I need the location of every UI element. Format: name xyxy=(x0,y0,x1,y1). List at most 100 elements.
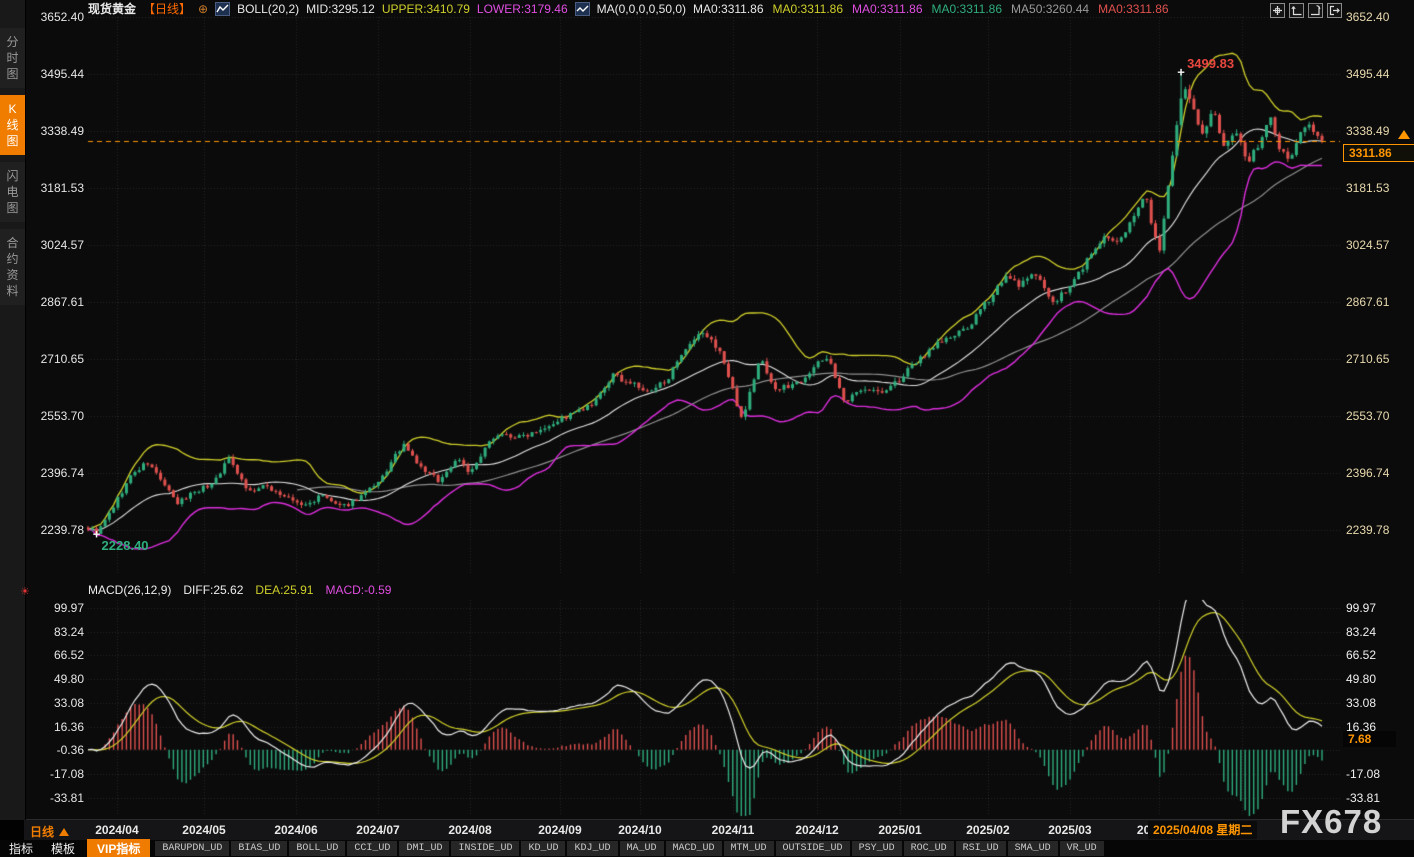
xtick-2025/02: 2025/02 xyxy=(966,823,1010,837)
circle-plus-icon[interactable]: ⊕ xyxy=(198,1,209,16)
toolbar-item-kdj_ud[interactable]: KDJ_UD xyxy=(567,841,618,856)
macd-header: MACD(26,12,9) DIFF:25.62 DEA:25.91 MACD:… xyxy=(88,583,391,597)
macd-ytick-left-4: 33.08 xyxy=(53,695,84,710)
main-ytick-left-3: 3181.53 xyxy=(40,181,84,195)
toolbar-item-bias_ud[interactable]: BIAS_UD xyxy=(231,841,288,856)
toolbar-item-macd_ud[interactable]: MACD_UD xyxy=(665,841,722,856)
pan-move-icon[interactable] xyxy=(1270,3,1285,18)
xtick-2024/10: 2024/10 xyxy=(618,823,662,837)
main-ytick-right-3: 3181.53 xyxy=(1346,181,1390,195)
ma-value-6: MA0:3311.86 xyxy=(1098,1,1169,16)
macd-title: MACD(26,12,9) xyxy=(88,583,172,597)
main-ytick-right-5: 2867.61 xyxy=(1346,295,1390,309)
macd-ytick-right-8: -33.81 xyxy=(1346,790,1381,805)
toolbar-item-vr_ud[interactable]: VR_UD xyxy=(1059,841,1104,856)
main-ytick-right-9: 2239.78 xyxy=(1346,523,1390,537)
toolbar-item-roc_ud[interactable]: ROC_UD xyxy=(903,841,954,856)
xaxis-corner xyxy=(0,820,24,841)
main-ytick-left-2: 3338.49 xyxy=(40,124,84,138)
macd-diff-value: DIFF:25.62 xyxy=(183,583,244,597)
toolbar-item-barupdn_ud[interactable]: BARUPDN_UD xyxy=(155,841,230,856)
toolbar-item-inside_ud[interactable]: INSIDE_UD xyxy=(451,841,520,856)
macd-current-badge: 7.68 xyxy=(1343,730,1396,747)
last-price-box: 3311.86 xyxy=(1343,143,1414,162)
main-ytick-right-4: 3024.57 xyxy=(1346,238,1390,252)
main-ytick-left-9: 2239.78 xyxy=(40,523,84,537)
toolbar-item-dmi_ud[interactable]: DMI_UD xyxy=(399,841,450,856)
toolbar-item-cci_ud[interactable]: CCI_UD xyxy=(347,841,398,856)
main-ytick-right-8: 2396.74 xyxy=(1346,466,1390,480)
xtick-2024/07: 2024/07 xyxy=(356,823,400,837)
macd-ytick-right-5: 16.36 xyxy=(1346,719,1377,734)
axis-zoom-left-icon[interactable] xyxy=(1289,3,1304,18)
boll-indicator-icon[interactable] xyxy=(215,1,231,16)
macd-ytick-left-7: -17.08 xyxy=(49,766,84,781)
macd-macd-value: MACD:-0.59 xyxy=(325,583,392,597)
sidebar-tab-3[interactable]: 闪电图 xyxy=(0,162,25,222)
macd-ytick-left-5: 16.36 xyxy=(53,719,84,734)
toolbar-item-vip指标[interactable]: VIP指标 xyxy=(87,839,151,857)
xtick-2024/11: 2024/11 xyxy=(711,823,755,837)
toolbar-item-ma_ud[interactable]: MA_UD xyxy=(619,841,664,856)
main-ytick-left-4: 3024.57 xyxy=(40,238,84,252)
main-ytick-left-6: 2710.65 xyxy=(40,352,84,366)
xtick-2024/06: 2024/06 xyxy=(274,823,318,837)
exit-chart-icon[interactable] xyxy=(1327,3,1342,18)
ma-value-2: MA0:3311.86 xyxy=(772,1,844,16)
ma-value-3: MA0:3311.86 xyxy=(852,1,923,16)
toolbar-item-psy_ud[interactable]: PSY_UD xyxy=(851,841,902,856)
period-tag[interactable]: 【日线】 xyxy=(143,2,192,16)
main-ytick-right-1: 3495.44 xyxy=(1346,67,1390,81)
date-tooltip: 2025/04/08 星期二 xyxy=(1148,821,1258,839)
sidebar-tab-1[interactable]: 分时图 xyxy=(0,28,25,88)
macd-ytick-left-8: -33.81 xyxy=(49,790,84,805)
toolbar-item-mtm_ud[interactable]: MTM_UD xyxy=(723,841,774,856)
toolbar-item-模板[interactable]: 模板 xyxy=(51,842,76,856)
xtick-2024/09: 2024/09 xyxy=(538,823,582,837)
macd-ytick-left-3: 49.80 xyxy=(53,672,84,687)
macd-ytick-left-1: 83.24 xyxy=(53,624,84,639)
macd-ytick-left-0: 99.97 xyxy=(53,601,84,615)
ma-title: MA(0,0,0,0,50,0) xyxy=(596,1,687,16)
xtick-2024/04: 2024/04 xyxy=(95,823,139,837)
main-ytick-left-1: 3495.44 xyxy=(40,67,84,81)
main-ytick-right-2: 3338.49 xyxy=(1346,124,1390,138)
sidebar-tab-4[interactable]: 合约资料 xyxy=(0,229,25,305)
xaxis-row: 日线 2024/04 2024/05 2024/06 2024/07 2024/08 20… xyxy=(0,819,1414,841)
low-cross-marker: + xyxy=(92,526,101,542)
boll-lower-value: LOWER:3179.46 xyxy=(476,1,568,16)
main-ytick-left-5: 2867.61 xyxy=(40,295,84,309)
main-ytick-right-7: 2553.70 xyxy=(1346,409,1390,423)
toolbar-item-kd_ud[interactable]: KD_UD xyxy=(521,841,566,856)
red-sun-icon[interactable]: ☀ xyxy=(20,586,30,598)
macd-ytick-right-0: 99.97 xyxy=(1346,601,1377,615)
main-ytick-left-7: 2553.70 xyxy=(40,409,84,423)
toolbar-item-指标[interactable]: 指标 xyxy=(9,842,34,856)
main-ytick-right-0: 3652.40 xyxy=(1346,10,1390,24)
low-price-label: 2228.40 xyxy=(101,538,149,554)
chart-toolbar-icons xyxy=(1270,3,1342,18)
high-cross-marker: + xyxy=(1177,64,1185,80)
toolbar-item-boll_ud[interactable]: BOLL_UD xyxy=(289,841,346,856)
high-price-label: 3499.83 xyxy=(1187,56,1235,72)
boll-mid-value: MID:3295.12 xyxy=(306,1,375,16)
xtick-2024/05: 2024/05 xyxy=(182,823,226,837)
toolbar-item-outside_ud[interactable]: OUTSIDE_UD xyxy=(775,841,850,856)
macd-ytick-right-4: 33.08 xyxy=(1346,695,1377,710)
toolbar-item-rsi_ud[interactable]: RSI_UD xyxy=(955,841,1006,856)
macd-dea-value: DEA:25.91 xyxy=(255,583,314,597)
ma-value-5: MA50:3260.44 xyxy=(1011,1,1090,16)
xtick-2024/12: 2024/12 xyxy=(795,823,839,837)
toolbar-item-sma_ud[interactable]: SMA_UD xyxy=(1007,841,1058,856)
axis-zoom-right-icon[interactable] xyxy=(1308,3,1323,18)
main-ytick-left-8: 2396.74 xyxy=(40,466,84,480)
ma-values: MA0:3311.86 MA0:3311.86 MA0:3311.86 MA0:331… xyxy=(693,2,1169,16)
period-selector[interactable]: 日线 xyxy=(30,823,70,840)
xtick-2025/03: 2025/03 xyxy=(1048,823,1092,837)
indicator-toolbar: 指标 模板 VIP指标 BARUPDN_UD BIAS_UD BOLL_UD CCI_UD D… xyxy=(0,839,1414,857)
ma-indicator-icon[interactable] xyxy=(574,1,590,16)
